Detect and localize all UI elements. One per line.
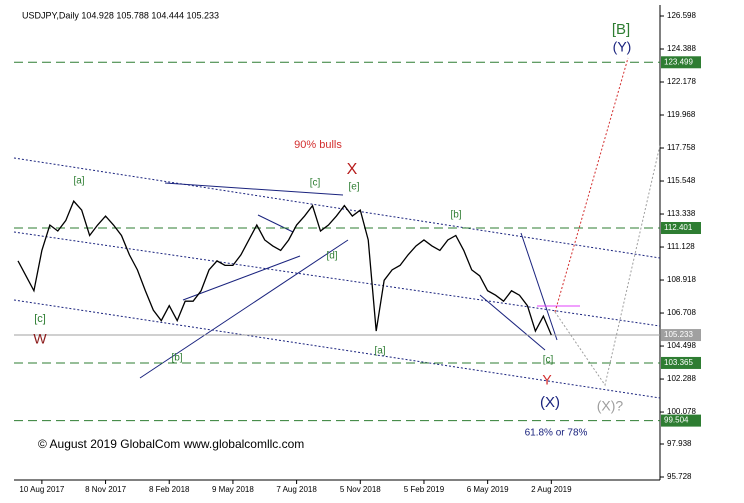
wave-label: (X)? xyxy=(597,398,624,414)
price-line xyxy=(17,199,552,336)
x-tick-label: 7 Aug 2018 xyxy=(276,485,317,494)
y-tick-label: 113.338 xyxy=(667,209,696,218)
x-tick-label: 8 Feb 2018 xyxy=(149,485,190,494)
trend-line xyxy=(182,255,301,301)
level-box xyxy=(661,222,701,235)
y-tick-label: 119.968 xyxy=(667,110,696,119)
wave-label: [c] xyxy=(34,313,46,325)
wave-label: [a] xyxy=(374,346,385,357)
y-tick-label: 124.388 xyxy=(667,44,696,53)
wave-label: W xyxy=(33,331,47,347)
wave-label: [c] xyxy=(310,178,321,189)
y-tick-label: 100.078 xyxy=(667,407,696,416)
y-tick-label: 95.728 xyxy=(667,472,692,481)
level-label: 103.365 xyxy=(664,358,693,367)
wave-label: 61.8% or 78% xyxy=(525,428,588,439)
wave-label: [b] xyxy=(171,353,182,364)
trend-line xyxy=(479,294,546,351)
projection xyxy=(554,57,629,313)
level-label: 105.233 xyxy=(664,330,693,339)
wave-label: [e] xyxy=(348,182,359,193)
copyright: © August 2019 GlobalCom www.globalcomllc… xyxy=(38,437,304,451)
trend-line xyxy=(257,214,294,233)
y-tick-label: 122.178 xyxy=(667,77,696,86)
y-tick-label: 126.598 xyxy=(667,11,696,20)
wave-label: (Y) xyxy=(613,39,632,55)
y-tick-label: 97.938 xyxy=(667,439,692,448)
wave-label: [b] xyxy=(450,210,461,221)
x-tick-label: 10 Aug 2017 xyxy=(19,485,64,494)
y-tick-label: 108.918 xyxy=(667,275,696,284)
wave-label: [c] xyxy=(543,355,554,366)
wave-label: [d] xyxy=(326,251,337,262)
analysis-lines xyxy=(13,57,661,399)
level-label: 99.504 xyxy=(664,416,689,425)
x-tick-label: 5 Nov 2018 xyxy=(340,485,381,494)
trend-line xyxy=(164,182,344,196)
level-box xyxy=(661,56,701,69)
x-tick-label: 9 May 2018 xyxy=(212,485,254,494)
x-tick-label: 2 Aug 2019 xyxy=(531,485,572,494)
y-tick-label: 117.758 xyxy=(667,143,696,152)
plot-area xyxy=(14,5,660,480)
level-label: 112.401 xyxy=(664,223,693,232)
trend-line xyxy=(139,239,349,379)
y-tick-label: 115.548 xyxy=(667,176,696,185)
channel-line xyxy=(13,299,661,399)
level-box xyxy=(661,356,701,369)
wave-label: X xyxy=(347,161,358,178)
x-tick-label: 8 Nov 2017 xyxy=(85,485,126,494)
x-tick-label: 5 Feb 2019 xyxy=(404,485,445,494)
y-tick-label: 111.128 xyxy=(667,242,695,251)
y-tick-label: 102.288 xyxy=(667,374,696,383)
channel-line xyxy=(13,231,661,327)
y-tick-label: 104.498 xyxy=(667,341,696,350)
chart-title: USDJPY,Daily 104.928 105.788 104.444 105… xyxy=(22,10,219,20)
channel-line xyxy=(13,157,661,259)
trend-line xyxy=(520,232,558,341)
level-box xyxy=(661,414,701,427)
wave-label: [a] xyxy=(73,176,84,187)
y-tick-label: 106.708 xyxy=(667,308,696,317)
wave-label: (X) xyxy=(540,394,560,411)
wave-label: Y xyxy=(542,372,552,388)
wave-label: [B] xyxy=(612,21,630,38)
x-tick-label: 6 May 2019 xyxy=(467,485,509,494)
projection xyxy=(554,144,661,387)
level-box xyxy=(661,329,701,342)
wave-label: 90% bulls xyxy=(294,139,342,151)
level-label: 123.499 xyxy=(664,57,693,66)
